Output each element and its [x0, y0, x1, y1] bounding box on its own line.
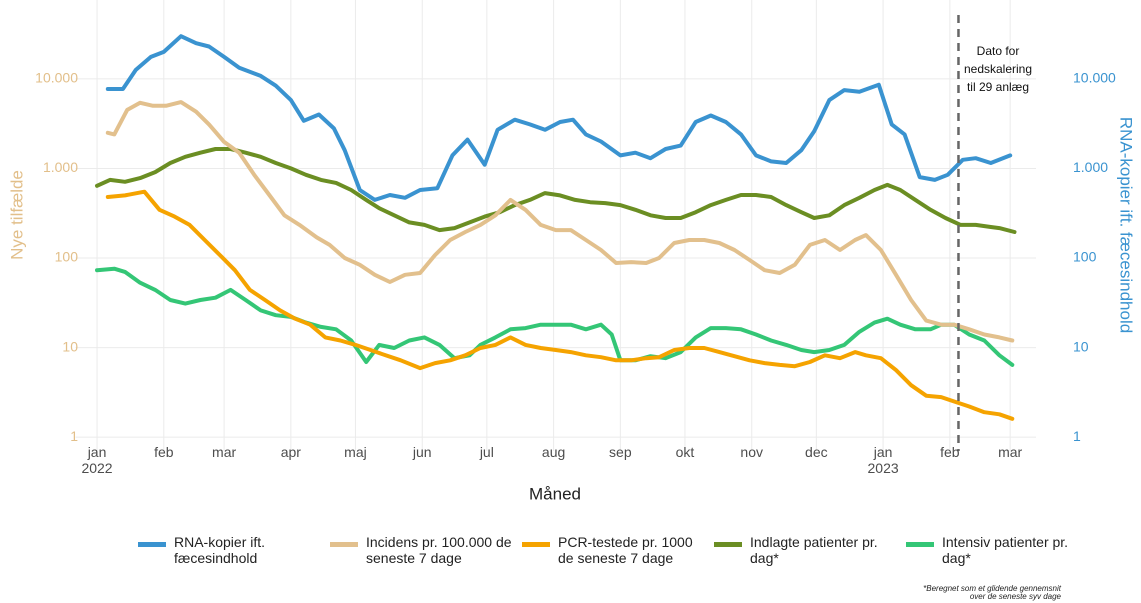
- legend-item: Indlagte patienter pr. dag*: [714, 534, 906, 566]
- series-line: [95, 147, 1017, 234]
- y-tick-label: 10.000: [35, 70, 78, 86]
- x-tick-label: feb: [154, 444, 174, 460]
- legend-item: RNA-kopier ift. fæcesindhold: [138, 534, 330, 566]
- legend-label: Incidens pr. 100.000 de seneste 7 dage: [366, 534, 512, 566]
- legend-swatch: [714, 542, 742, 547]
- annotation-text: nedskalering: [964, 62, 1032, 76]
- y-tick-label: 1.000: [43, 159, 78, 175]
- y-tick-label: 100: [55, 249, 79, 265]
- x-tick-label: apr: [280, 444, 301, 460]
- x-tick-label: okt: [675, 444, 695, 460]
- legend-swatch: [522, 542, 550, 547]
- legend-label: RNA-kopier ift. fæcesindhold: [174, 534, 266, 566]
- x-tick-label: jul: [479, 444, 494, 460]
- y2-tick-label: 10.000: [1073, 70, 1116, 86]
- y2-tick-label: 10: [1073, 338, 1089, 354]
- x-tick-label: aug: [541, 444, 566, 460]
- legend-item: PCR-testede pr. 1000 de seneste 7 dage: [522, 534, 714, 566]
- y2-axis-title: RNA-kopier ift. fæcesindhold: [1117, 117, 1136, 333]
- legend-label: Indlagte patienter pr. dag*: [750, 534, 878, 566]
- x-tick-label: jan 2022: [81, 444, 113, 476]
- x-tick-label: maj: [344, 444, 367, 460]
- x-tick-label: mar: [212, 444, 237, 460]
- x-tick-label: jun: [412, 444, 432, 460]
- legend-label: PCR-testede pr. 1000 de seneste 7 dage: [558, 534, 693, 566]
- x-tick-label: nov: [740, 444, 763, 460]
- series-line: [105, 189, 1015, 421]
- legend-label: Intensiv patienter pr. dag*: [942, 534, 1069, 566]
- x-tick-label: sep: [609, 444, 632, 460]
- footnote-line: over de seneste syv dage: [969, 592, 1061, 601]
- x-tick-label: feb: [940, 444, 960, 460]
- series-line: [105, 34, 1013, 202]
- series-line: [105, 100, 1015, 343]
- y2-tick-label: 1: [1073, 428, 1081, 444]
- y2-tick-label: 1.000: [1073, 159, 1108, 175]
- legend-item: Intensiv patienter pr. dag*: [906, 534, 1098, 566]
- legend-swatch: [906, 542, 934, 547]
- y-tick-label: 1: [70, 428, 78, 444]
- legend: RNA-kopier ift. fæcesindhold Incidens pr.…: [138, 534, 1098, 566]
- x-tick-label: jan 2023: [867, 444, 899, 476]
- legend-item: Incidens pr. 100.000 de seneste 7 dage: [330, 534, 522, 566]
- footnote: *Beregnet som et glidende gennemsnit ove…: [923, 585, 1061, 601]
- x-tick-label: dec: [805, 444, 828, 460]
- footnote-line: *Beregnet som et glidende gennemsnit: [923, 584, 1061, 593]
- y-axis-title: Nye tilfælde: [7, 170, 26, 260]
- x-tick-label: mar: [998, 444, 1023, 460]
- y2-tick-label: 100: [1073, 249, 1097, 265]
- legend-swatch: [330, 542, 358, 547]
- series-line: [95, 266, 1015, 367]
- legend-swatch: [138, 542, 166, 547]
- x-axis-title: Måned: [529, 484, 581, 503]
- annotation-text: Dato for: [977, 44, 1020, 58]
- annotation-text: til 29 anlæg: [967, 80, 1029, 94]
- y-tick-label: 10: [62, 338, 78, 354]
- grid: [75, 0, 1036, 451]
